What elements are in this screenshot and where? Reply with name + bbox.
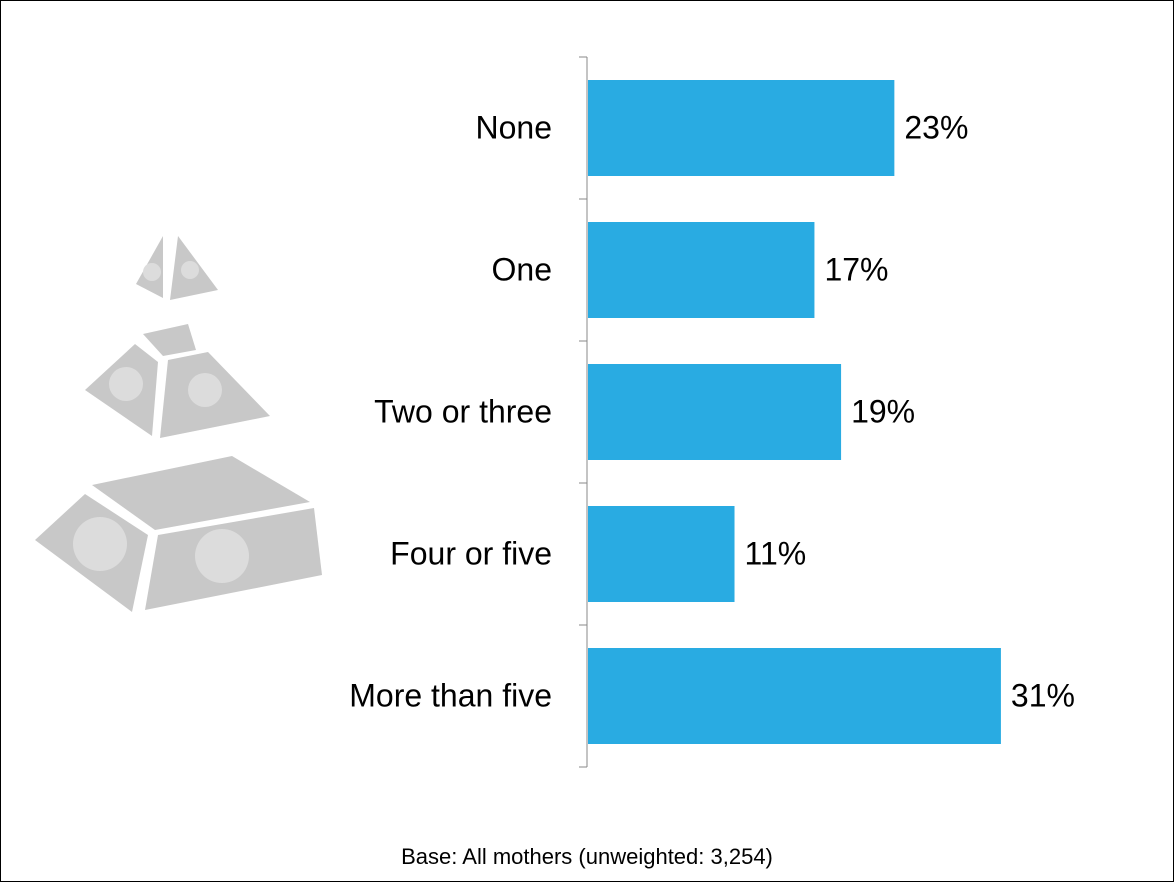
value-label: 31%	[1011, 677, 1075, 713]
bar	[588, 648, 1001, 744]
bar	[588, 222, 815, 318]
value-label: 23%	[904, 109, 968, 145]
pyramid-icon	[35, 236, 322, 612]
footnote: Base: All mothers (unweighted: 3,254)	[401, 844, 773, 869]
category-label: More than five	[349, 677, 552, 713]
category-label: None	[476, 109, 553, 145]
value-label: 11%	[745, 535, 807, 571]
bar	[588, 80, 895, 176]
bar	[588, 364, 842, 460]
value-label: 17%	[824, 251, 888, 287]
category-label: Two or three	[374, 393, 552, 429]
category-label: One	[492, 251, 552, 287]
category-label: Four or five	[390, 535, 552, 571]
bar	[588, 506, 735, 602]
value-label: 19%	[851, 393, 915, 429]
